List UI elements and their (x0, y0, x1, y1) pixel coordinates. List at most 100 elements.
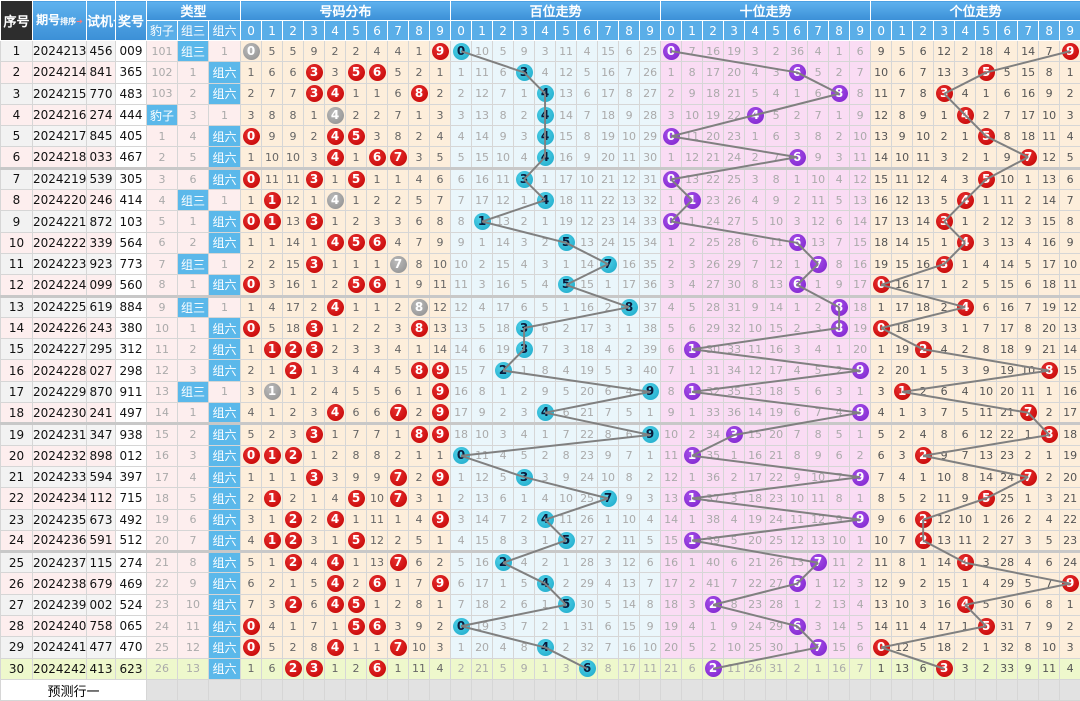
predict-cell[interactable] (850, 679, 871, 700)
predict-cell[interactable] (892, 679, 913, 700)
predict-cell[interactable] (514, 679, 535, 700)
hundreds-cell: 6 (514, 594, 535, 615)
predict-cell[interactable] (640, 679, 661, 700)
predict-cell[interactable] (451, 679, 472, 700)
hundreds-cell: 8 (619, 83, 640, 104)
predict-cell[interactable] (1018, 679, 1039, 700)
units-cell: 4 (955, 552, 976, 573)
units-cell: 15 (892, 253, 913, 274)
sort-button[interactable]: 排序➔ (60, 17, 83, 26)
units-cell: 12 (871, 573, 892, 594)
predict-cell[interactable] (871, 679, 892, 700)
dist-hit-ball: 3 (306, 469, 323, 486)
predict-cell[interactable] (787, 679, 808, 700)
type-zusan-cell: 组三 (178, 296, 209, 317)
predict-cell[interactable] (976, 679, 997, 700)
row-trial-number: 241 (87, 403, 116, 424)
predict-cell[interactable] (934, 679, 955, 700)
units-cell: 11 (934, 488, 955, 509)
predict-cell[interactable] (147, 679, 178, 700)
predict-cell[interactable] (556, 679, 577, 700)
predict-cell[interactable] (262, 679, 283, 700)
predict-cell[interactable] (1060, 679, 1080, 700)
predict-cell[interactable] (283, 679, 304, 700)
tens-cell: 4 (829, 403, 850, 424)
predict-cell[interactable] (829, 679, 850, 700)
predict-cell[interactable] (619, 679, 640, 700)
row-trial-number: 339 (87, 232, 116, 253)
dist-cell: 2 (283, 445, 304, 466)
row-prize-number: 009 (116, 41, 147, 62)
tens-cell: 2 (787, 104, 808, 125)
dist-cell: 5 (346, 62, 367, 83)
hundreds-cell: 3 (493, 616, 514, 637)
tens-cell: 2 (808, 594, 829, 615)
predict-cell[interactable] (598, 679, 619, 700)
units-cell: 11 (976, 403, 997, 424)
predict-cell[interactable] (388, 679, 409, 700)
units-cell: 8 (1060, 211, 1080, 232)
predict-cell[interactable] (766, 679, 787, 700)
units-cell: 27 (997, 530, 1018, 551)
units-cell: 13 (1060, 317, 1080, 338)
predict-cell[interactable] (367, 679, 388, 700)
units-cell: 4 (955, 381, 976, 402)
row-period: 2024232 (33, 445, 87, 466)
predict-cell[interactable] (535, 679, 556, 700)
predict-cell[interactable] (472, 679, 493, 700)
units-hit-ball: 8 (1041, 362, 1058, 379)
tens-cell: 18 (850, 296, 871, 317)
row-prize-number: 312 (116, 339, 147, 360)
predict-cell[interactable] (808, 679, 829, 700)
predict-cell[interactable] (346, 679, 367, 700)
predict-cell[interactable] (1039, 679, 1060, 700)
predict-cell[interactable] (178, 679, 209, 700)
predict-cell[interactable] (241, 679, 262, 700)
predict-cell[interactable] (577, 679, 598, 700)
units-cell: 4 (1060, 658, 1080, 679)
predict-cell[interactable] (409, 679, 430, 700)
hundreds-cell: 2 (493, 594, 514, 615)
units-cell: 7 (955, 445, 976, 466)
tens-cell: 1 (682, 360, 703, 381)
hundreds-cell: 4 (535, 637, 556, 658)
tens-cell: 1 (787, 168, 808, 189)
tens-cell: 33 (703, 403, 724, 424)
predict-cell[interactable] (430, 679, 451, 700)
dist-hit-ball: 6 (369, 618, 386, 635)
predict-cell[interactable] (745, 679, 766, 700)
predict-cell[interactable] (493, 679, 514, 700)
tens-cell: 26 (724, 190, 745, 211)
header-dist-digit: 1 (262, 21, 283, 41)
predict-cell[interactable] (955, 679, 976, 700)
hundreds-cell: 12 (472, 466, 493, 487)
dist-cell: 9 (409, 616, 430, 637)
predict-cell[interactable] (724, 679, 745, 700)
tens-cell: 8 (661, 381, 682, 402)
units-cell: 17 (997, 317, 1018, 338)
predict-cell[interactable] (703, 679, 724, 700)
units-cell: 20 (997, 381, 1018, 402)
predict-cell[interactable] (682, 679, 703, 700)
header-period[interactable]: 期号排序➔ (33, 1, 87, 41)
predict-cell[interactable] (304, 679, 325, 700)
dist-cell: 1 (262, 488, 283, 509)
predict-cell[interactable] (997, 679, 1018, 700)
units-cell: 7 (1018, 616, 1039, 637)
predict-cell[interactable] (661, 679, 682, 700)
type-baozi-cell: 23 (147, 594, 178, 615)
units-cell: 12 (871, 104, 892, 125)
hundreds-cell: 16 (598, 62, 619, 83)
type-zuliu-cell: 组六 (209, 360, 241, 381)
predict-cell[interactable] (325, 679, 346, 700)
hundreds-cell: 37 (640, 296, 661, 317)
hundreds-cell: 2 (556, 573, 577, 594)
predict-cell[interactable] (913, 679, 934, 700)
dist-hit-ball: 5 (348, 128, 365, 145)
tens-cell: 13 (850, 190, 871, 211)
hundreds-cell: 2 (493, 360, 514, 381)
predict-cell[interactable] (209, 679, 241, 700)
dist-cell: 10 (430, 253, 451, 274)
